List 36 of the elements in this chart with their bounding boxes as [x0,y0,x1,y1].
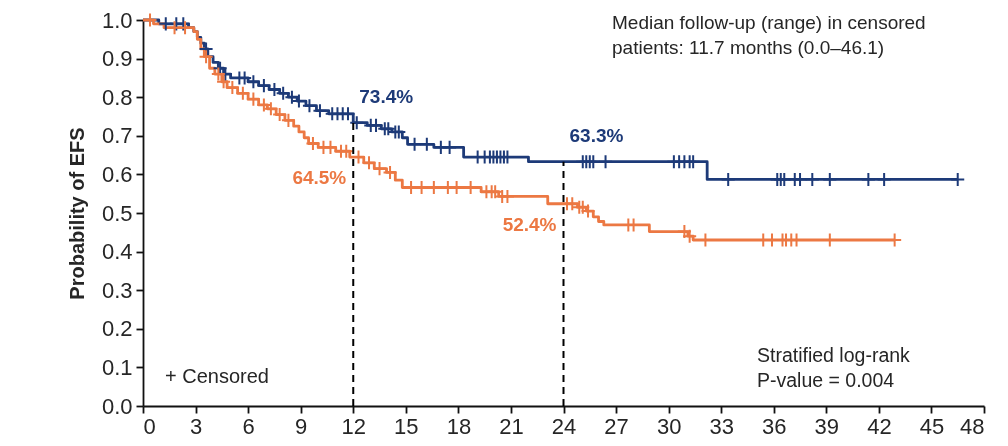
y-tick-label: 0.8 [101,84,133,110]
y-tick-label: 0.5 [101,200,133,226]
x-tick-label: 6 [242,413,255,439]
data-label: 73.4% [359,85,414,107]
y-tick-label: 0.0 [101,393,133,419]
data-label: 64.5% [292,167,347,189]
y-tick-label: 0.4 [101,239,133,265]
annotation: Stratified log-rank P-value = 0.004 [757,344,911,391]
annotation: + Censored [165,365,269,387]
y-tick-label: 0.2 [101,316,133,342]
y-tick-label: 0.3 [101,277,133,303]
y-tick-label: 0.6 [101,161,133,187]
data-label: 63.3% [569,124,624,146]
x-tick-label: 18 [446,413,472,439]
x-tick-label: 36 [762,413,787,439]
x-tick-label: 39 [814,413,840,439]
x-tick-label: 12 [341,413,366,439]
annotation: Median follow-up (range) in censored patients: 11.7 months (0.0–46.1) [612,12,926,58]
x-tick-label: 9 [295,413,308,439]
y-axis-title: Probability of EFS [65,127,88,300]
x-tick-label: 3 [189,413,203,439]
y-tick-label: 1.0 [101,7,133,33]
x-tick-label: 21 [499,413,524,439]
x-tick-label: 30 [656,413,682,439]
y-tick-label: 0.9 [101,46,133,72]
x-tick-label: 33 [709,413,734,439]
y-tick-label: 0.1 [101,354,133,380]
x-tick-label: 45 [919,413,945,439]
x-tick-label: 15 [394,413,419,439]
x-tick-label: 0 [143,413,156,439]
x-tick-label: 27 [604,413,629,439]
data-label: 52.4% [502,213,557,235]
y-tick-label: 0.7 [101,123,133,149]
x-tick-label: 24 [551,413,577,439]
x-tick-label: 42 [867,413,892,439]
x-tick-label: 48 [960,413,985,439]
